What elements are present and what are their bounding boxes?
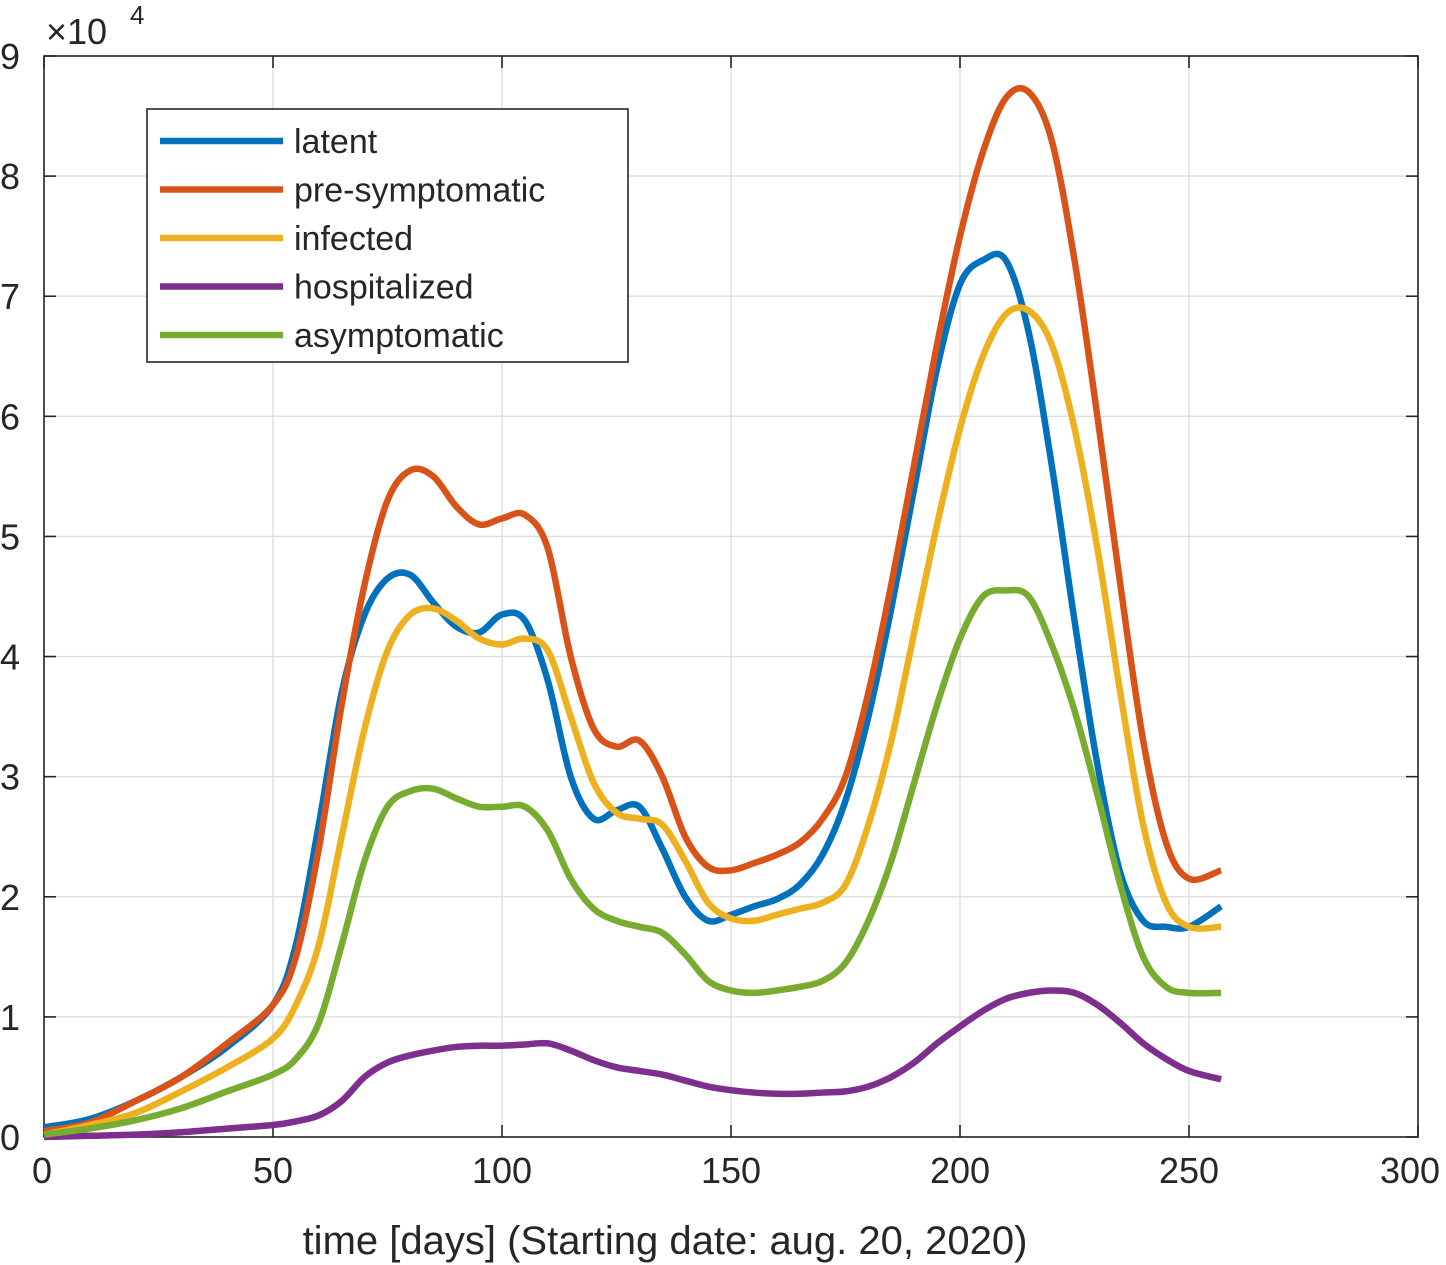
series-line-asymptomatic bbox=[43, 586, 1222, 1138]
x-tick-label: 200 bbox=[930, 1150, 990, 1191]
y-tick-label: 4 bbox=[0, 637, 20, 678]
y-tick-label: 3 bbox=[0, 757, 20, 798]
y-multiplier-exponent: 4 bbox=[130, 0, 144, 30]
legend-label: pre-symptomatic bbox=[294, 172, 545, 210]
y-tick-label: 5 bbox=[0, 516, 20, 557]
series-line-hospitalized bbox=[43, 987, 1222, 1141]
x-tick-label: 250 bbox=[1159, 1150, 1219, 1191]
legend-label: infected bbox=[294, 220, 413, 258]
axis-ticks: 0 50 100 150 200 250 300 0 1 2 3 4 5 6 7 8 9 bbox=[0, 36, 1440, 1191]
x-tick-label: 300 bbox=[1380, 1150, 1440, 1191]
y-tick-label: 7 bbox=[0, 276, 20, 317]
y-tick-label: 9 bbox=[0, 36, 20, 77]
x-tick-label: 100 bbox=[472, 1150, 532, 1191]
legend-label: hospitalized bbox=[294, 269, 474, 307]
x-tick-label: 50 bbox=[253, 1150, 293, 1191]
x-tick-label: 0 bbox=[32, 1150, 52, 1191]
x-tick-label: 150 bbox=[701, 1150, 761, 1191]
x-axis-label: time [days] (Starting date: aug. 20, 202… bbox=[303, 1219, 1028, 1263]
y-tick-label: 0 bbox=[0, 1117, 20, 1158]
legend-label: asymptomatic bbox=[294, 317, 504, 355]
y-tick-label: 6 bbox=[0, 396, 20, 437]
y-tick-label: 2 bbox=[0, 877, 20, 918]
y-tick-label: 8 bbox=[0, 156, 20, 197]
series-line-pre-symptomatic bbox=[43, 84, 1223, 1135]
legend: latent pre-symptomatic infected hospitalize… bbox=[146, 108, 629, 363]
series-line-infected bbox=[43, 304, 1222, 1138]
series-lines bbox=[43, 84, 1223, 1141]
y-tick-label: 1 bbox=[0, 997, 20, 1038]
legend-label: latent bbox=[294, 123, 378, 161]
y-multiplier: ×10 4 bbox=[46, 0, 144, 52]
y-multiplier-base: ×10 bbox=[46, 11, 107, 52]
